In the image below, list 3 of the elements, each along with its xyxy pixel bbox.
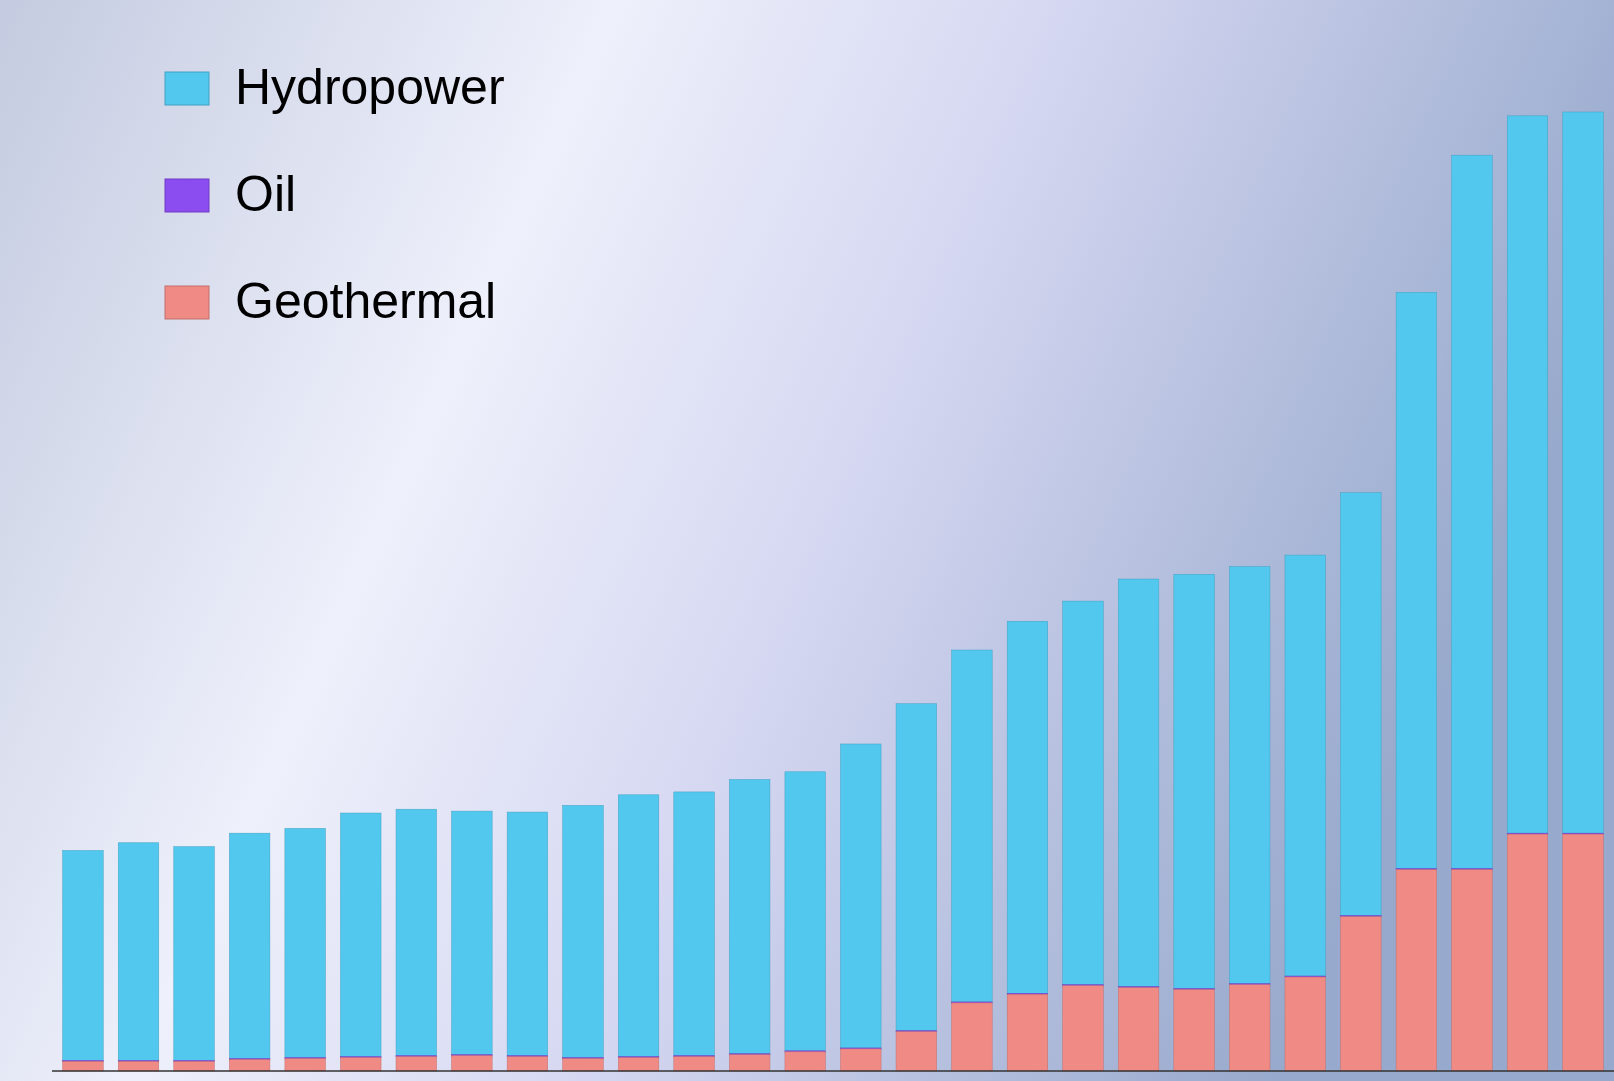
legend-label: Hydropower xyxy=(235,59,505,115)
legend-label: Geothermal xyxy=(235,273,497,329)
legend-label: Oil xyxy=(235,166,297,222)
